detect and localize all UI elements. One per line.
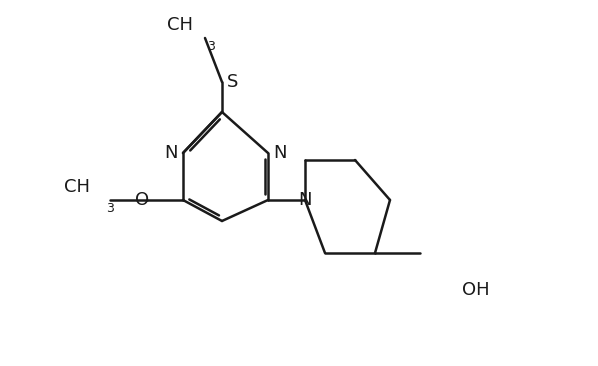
Text: 3: 3 xyxy=(207,40,215,53)
Text: O: O xyxy=(135,191,149,209)
Text: N: N xyxy=(298,191,312,209)
Text: S: S xyxy=(227,73,239,91)
Text: OH: OH xyxy=(462,281,490,299)
Text: CH: CH xyxy=(167,16,193,34)
Text: N: N xyxy=(273,144,286,162)
Text: N: N xyxy=(164,144,178,162)
Text: CH: CH xyxy=(64,178,90,196)
Text: 3: 3 xyxy=(106,202,114,215)
